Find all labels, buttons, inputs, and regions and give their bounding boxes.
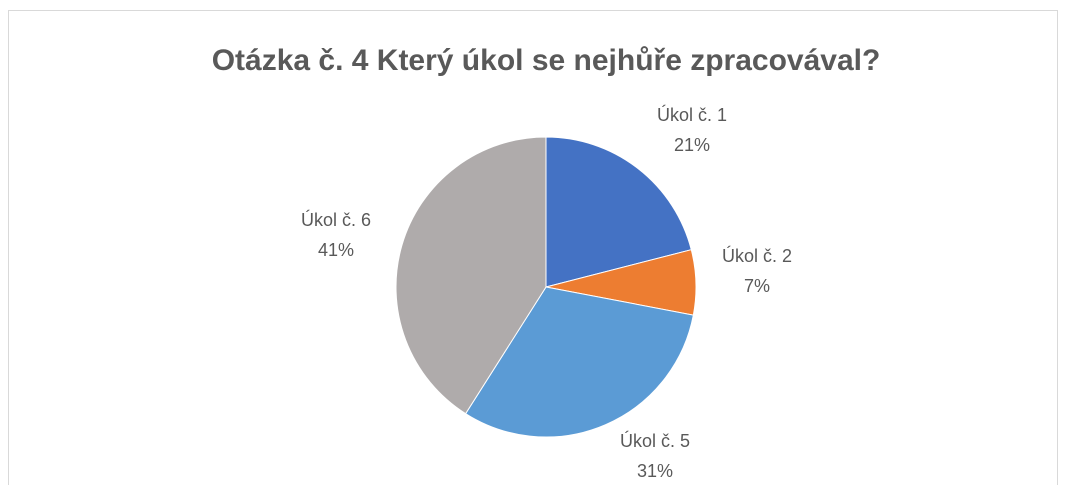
slice-label-value: 41% [318,240,354,260]
pie-slice [395,136,547,415]
pie-slice [545,136,692,288]
slice-label-name: Úkol č. 2 [722,245,792,266]
chart-title: Otázka č. 4 Který úkol se nejhůře zpraco… [212,44,881,77]
slice-label-value: 31% [637,461,673,481]
slice-label-name: Úkol č. 1 [657,104,727,125]
slice-label-name: Úkol č. 6 [301,209,371,230]
slice-label-name: Úkol č. 5 [620,430,690,451]
slice-label-value: 7% [744,276,770,296]
slice-label-value: 21% [674,135,710,155]
